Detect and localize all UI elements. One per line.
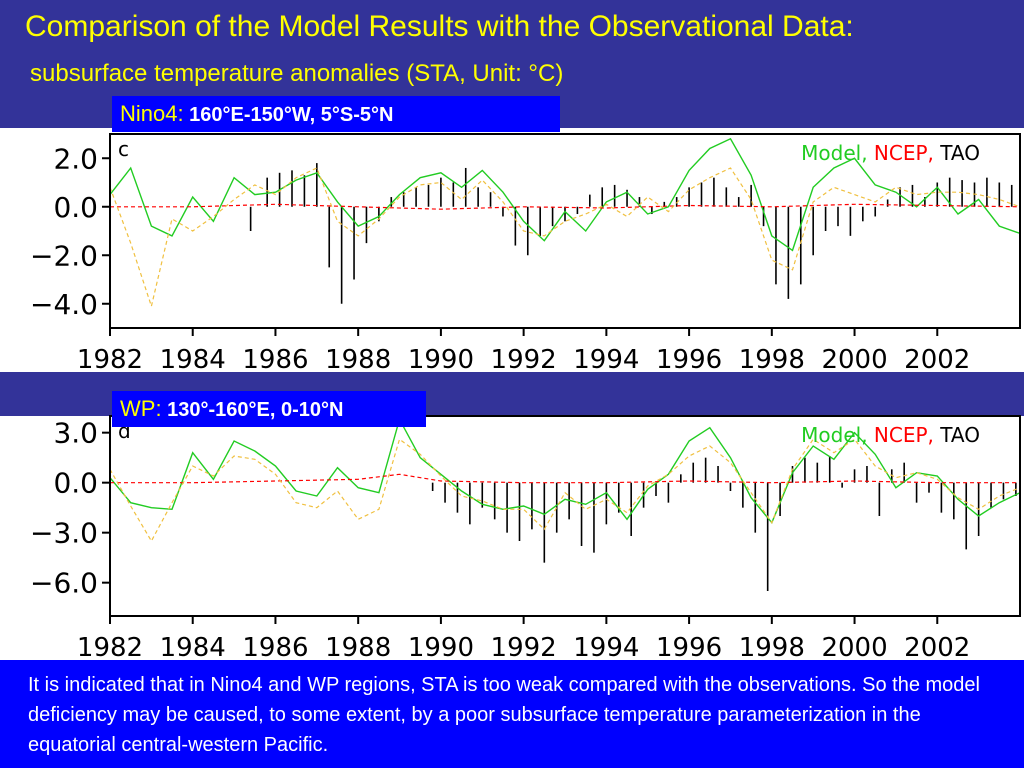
x-tick-label: 1992 [491,633,557,658]
y-tick-label: 0.0 [53,191,98,224]
x-tick-label: 1996 [656,345,722,372]
slide-subtitle: subsurface temperature anomalies (STA, U… [30,60,564,87]
series-line-tao [109,167,1021,309]
x-tick-label: 1986 [242,345,308,372]
nino4-chart: −4.0 −2.0 0.0 2.0 1982 1984 1986 1988 1990 1992 19… [30,133,1021,372]
series-line-ncep [110,473,1020,484]
y-tick-label: −4.0 [30,288,98,321]
x-tick-label: 2000 [821,633,887,658]
legend-entry: NCEP, [868,423,934,447]
y-tick-label: −6.0 [30,567,98,600]
x-tick-label: 1998 [739,633,805,658]
x-tick-label: 1982 [77,345,143,372]
slide-title: Comparison of the Model Results with the… [25,10,854,43]
y-tick-label: −3.0 [30,517,98,550]
conclusion-box: It is indicated that in Nino4 and WP reg… [0,660,1024,768]
series-line-ncep [110,203,1021,210]
legend-entry: Model, [801,423,867,447]
wp-region-label: WP: 130°-160°E, 0-10°N [112,391,426,427]
nino4-region-label: Nino4: 160°E-150°W, 5°S-5°N [112,96,560,132]
plot-frame [109,133,1021,329]
region-range: 130°-160°E, 0-10°N [167,399,344,421]
x-tick-label: 2000 [821,345,887,372]
region-range: 160°E-150°W, 5°S-5°N [189,104,394,126]
x-tick-label: 1984 [160,633,226,658]
y-tick-label: −2.0 [30,239,98,272]
y-tick-label: 2.0 [53,142,98,175]
x-tick-label: 1982 [77,633,143,658]
series-line-tao [109,438,1021,543]
x-tick-label: 1990 [408,345,474,372]
region-name: Nino4: [120,101,184,126]
x-tick-label: 1988 [325,633,391,658]
legend-entry: Model, [801,141,867,165]
conclusion-text: It is indicated that in Nino4 and WP reg… [28,674,980,756]
series-line-model [109,137,1021,252]
legend-entry: TAO [934,141,980,165]
legend-entry: NCEP, [868,141,934,165]
x-tick-label: 1988 [325,345,391,372]
panel-letter: c [118,137,129,161]
x-tick-label: 1994 [573,345,639,372]
series-line-model [109,417,1021,525]
wp-chart: −6.0 −3.0 0.0 3.0 1982 1984 1986 1988 1990 1992 19… [30,415,1021,658]
y-tick-label: 3.0 [53,417,98,450]
x-tick-label: 1986 [242,633,308,658]
region-name: WP: [120,396,162,421]
x-tick-label: 2002 [904,345,970,372]
x-tick-label: 1984 [160,345,226,372]
legend: Model, NCEP, TAO [801,423,980,447]
x-tick-label: 2002 [904,633,970,658]
legend: Model, NCEP, TAO [801,141,980,165]
x-tick-label: 1998 [739,345,805,372]
legend-entry: TAO [934,423,980,447]
x-tick-label: 1994 [573,633,639,658]
y-tick-label: 0.0 [53,467,98,500]
x-tick-label: 1990 [408,633,474,658]
x-tick-label: 1996 [656,633,722,658]
plot-frame [109,415,1021,617]
x-tick-label: 1992 [491,345,557,372]
